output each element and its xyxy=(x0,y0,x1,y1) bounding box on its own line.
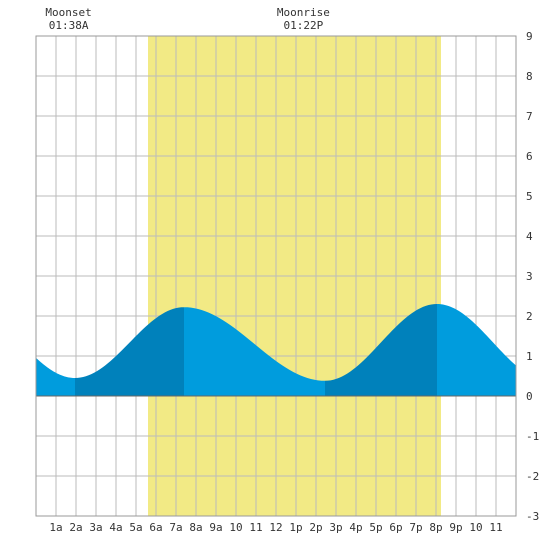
x-tick-label: 4a xyxy=(109,521,122,534)
moon-event-time: 01:22P xyxy=(284,19,324,32)
moon-event-time: 01:38A xyxy=(49,19,89,32)
x-tick-label: 3p xyxy=(329,521,342,534)
x-tick-label: 8p xyxy=(429,521,442,534)
moon-event-label: Moonset xyxy=(45,6,91,19)
tide-area-rising xyxy=(75,307,184,396)
x-tick-label: 2a xyxy=(69,521,82,534)
y-tick-label: 4 xyxy=(526,230,533,243)
y-tick-label: 1 xyxy=(526,350,533,363)
y-tick-label: 6 xyxy=(526,150,533,163)
x-tick-label: 7a xyxy=(169,521,182,534)
x-tick-label: 2p xyxy=(309,521,322,534)
x-tick-label: 9a xyxy=(209,521,222,534)
x-tick-label: 11 xyxy=(249,521,262,534)
x-tick-label: 5p xyxy=(369,521,382,534)
y-tick-label: 2 xyxy=(526,310,533,323)
x-tick-label: 6p xyxy=(389,521,402,534)
y-tick-label: 0 xyxy=(526,390,533,403)
tide-area-falling xyxy=(184,307,325,396)
x-tick-label: 7p xyxy=(409,521,422,534)
x-tick-label: 1a xyxy=(49,521,62,534)
y-tick-label: 5 xyxy=(526,190,533,203)
y-tick-label: 7 xyxy=(526,110,533,123)
x-tick-label: 10 xyxy=(469,521,482,534)
x-tick-label: 5a xyxy=(129,521,142,534)
y-tick-label: 9 xyxy=(526,30,533,43)
x-tick-label: 9p xyxy=(449,521,462,534)
x-tick-label: 11 xyxy=(489,521,502,534)
x-tick-label: 10 xyxy=(229,521,242,534)
plot-frame xyxy=(35,35,517,517)
tide-area-rising xyxy=(325,304,437,396)
moon-event-label: Moonrise xyxy=(277,6,330,19)
y-tick-label: -1 xyxy=(526,430,539,443)
x-tick-label: 6a xyxy=(149,521,162,534)
y-tick-label: 8 xyxy=(526,70,533,83)
y-tick-label: -3 xyxy=(526,510,539,523)
x-tick-label: 12 xyxy=(269,521,282,534)
x-tick-label: 3a xyxy=(89,521,102,534)
y-tick-label: -2 xyxy=(526,470,539,483)
tide-area-falling xyxy=(437,304,516,396)
tide-area-falling xyxy=(36,357,75,396)
x-tick-label: 1p xyxy=(289,521,302,534)
y-tick-label: 3 xyxy=(526,270,533,283)
x-tick-label: 4p xyxy=(349,521,362,534)
x-tick-label: 8a xyxy=(189,521,202,534)
